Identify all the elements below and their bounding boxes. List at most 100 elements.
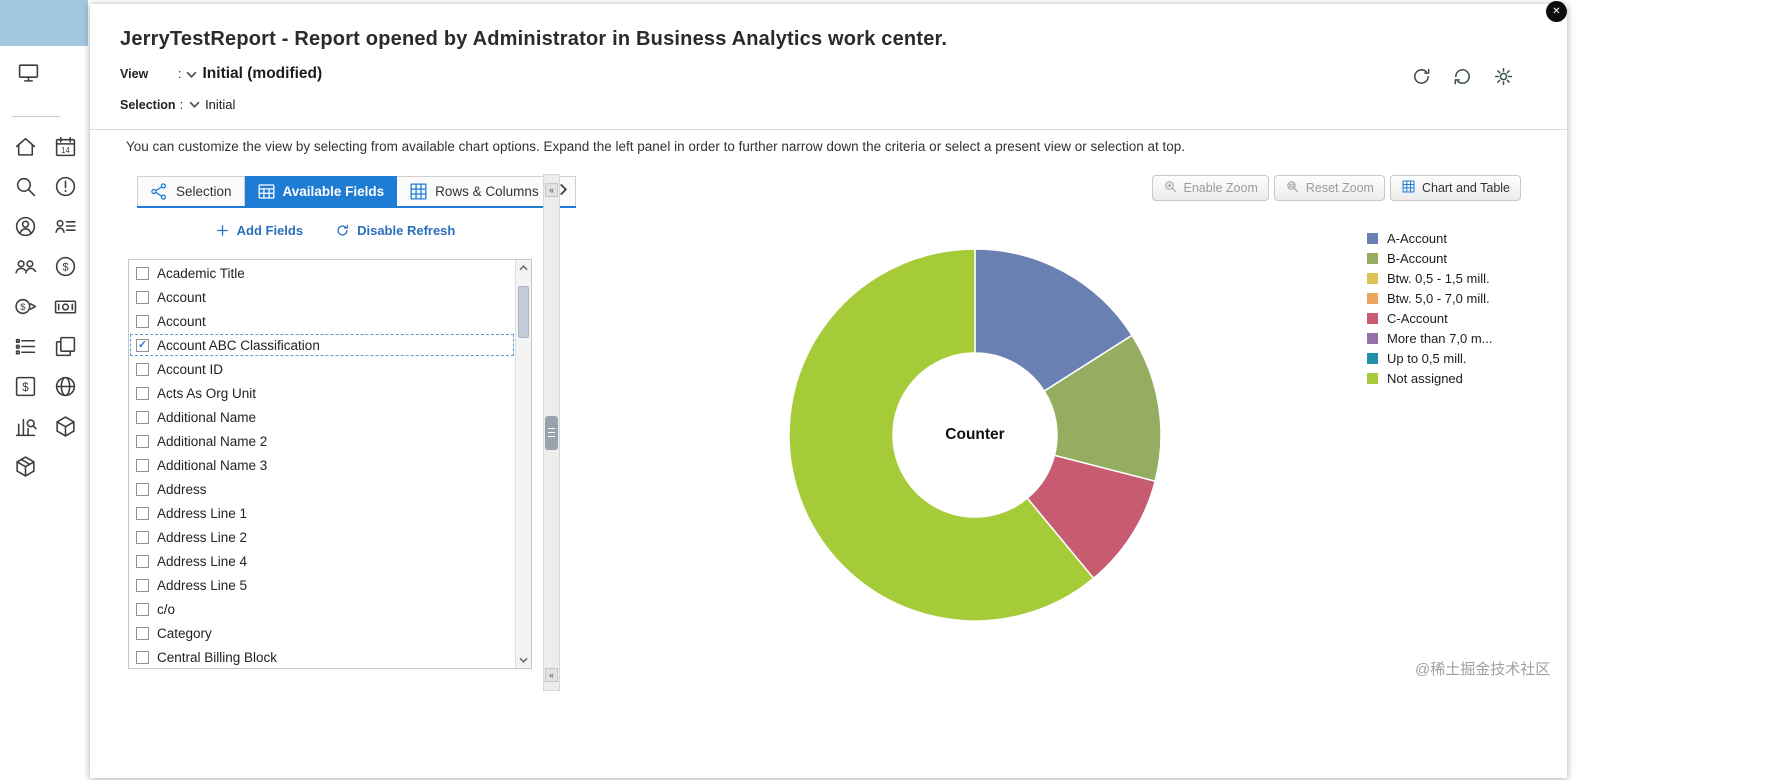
scroll-up-button[interactable] <box>516 260 531 276</box>
field-row[interactable]: Academic Title <box>129 261 515 285</box>
legend-item[interactable]: Not assigned <box>1367 368 1493 388</box>
field-checkbox[interactable] <box>136 290 149 304</box>
scroll-down-button[interactable] <box>516 652 531 668</box>
field-label: Address Line 2 <box>157 529 248 545</box>
people-icon[interactable] <box>11 252 39 280</box>
field-row[interactable]: Additional Name 2 <box>129 429 515 453</box>
field-label: Address Line 1 <box>157 505 248 521</box>
field-checkbox[interactable] <box>136 602 149 616</box>
tab-available-fields[interactable]: Available Fields <box>244 176 398 206</box>
money-circle-icon[interactable]: $ <box>51 252 79 280</box>
field-checkbox[interactable] <box>136 530 149 544</box>
home-icon[interactable] <box>11 132 39 160</box>
app-sidebar: 14 $ $ $ <box>0 0 88 780</box>
list-icon[interactable] <box>11 332 39 360</box>
field-row[interactable]: ✓ Account ABC Classification <box>129 333 515 357</box>
monitor-icon[interactable] <box>14 58 42 86</box>
field-row[interactable]: Acts As Org Unit <box>129 381 515 405</box>
collapse-panel-bottom-button[interactable]: « <box>545 668 558 682</box>
legend-item[interactable]: Btw. 5,0 - 7,0 mill. <box>1367 288 1493 308</box>
close-button[interactable]: ✕ <box>1546 1 1567 22</box>
field-row[interactable]: Additional Name 3 <box>129 453 515 477</box>
field-row[interactable]: Account ID <box>129 357 515 381</box>
globe-icon[interactable] <box>51 372 79 400</box>
legend-item[interactable]: Btw. 0,5 - 1,5 mill. <box>1367 268 1493 288</box>
field-row[interactable]: Address Line 2 <box>129 525 515 549</box>
field-checkbox[interactable] <box>136 626 149 640</box>
pie-segment-b-account[interactable]: B-Account <box>1043 334 1162 483</box>
field-row[interactable]: Address Line 4 <box>129 549 515 573</box>
field-checkbox[interactable] <box>136 434 149 448</box>
field-checkbox[interactable] <box>136 578 149 592</box>
field-checkbox[interactable] <box>136 650 149 664</box>
field-label: Additional Name <box>157 409 257 425</box>
field-checkbox[interactable] <box>136 410 149 424</box>
collapse-panel-top-button[interactable]: « <box>545 183 558 197</box>
field-checkbox[interactable] <box>136 554 149 568</box>
legend-swatch <box>1367 272 1378 284</box>
pie-segment-a-account[interactable]: A-Account <box>974 248 1134 393</box>
field-row[interactable]: Address Line 5 <box>129 573 515 597</box>
package-icon[interactable] <box>11 452 39 480</box>
money-transfer-icon[interactable]: $ <box>11 292 39 320</box>
pages-icon[interactable] <box>51 332 79 360</box>
legend-item[interactable]: C-Account <box>1367 308 1493 328</box>
selection-tab-icon <box>150 182 169 201</box>
field-row[interactable]: Additional Name <box>129 405 515 429</box>
splitter-grip[interactable] <box>545 415 558 450</box>
chart-search-icon[interactable] <box>11 412 39 440</box>
field-checkbox[interactable] <box>136 482 149 496</box>
legend-item[interactable]: Up to 0,5 mill. <box>1367 348 1493 368</box>
field-checkbox[interactable] <box>136 458 149 472</box>
settings-icon[interactable] <box>1493 66 1515 88</box>
person-icon[interactable] <box>11 212 39 240</box>
field-checkbox[interactable] <box>136 266 149 280</box>
field-row[interactable]: c/o <box>129 597 515 621</box>
table-icon <box>257 182 276 201</box>
field-checkbox[interactable] <box>136 386 149 400</box>
tab-rows-columns[interactable]: Rows & Columns <box>397 176 552 206</box>
field-checkbox[interactable] <box>136 362 149 376</box>
chart-and-table-button[interactable]: Chart and Table <box>1389 175 1521 201</box>
selection-value[interactable]: Initial <box>205 97 236 112</box>
view-value[interactable]: Initial (modified) <box>202 65 323 82</box>
selection-dropdown-chevron-icon[interactable] <box>189 101 200 108</box>
legend-item[interactable]: B-Account <box>1367 248 1493 268</box>
fields-scrollbar[interactable] <box>515 260 531 668</box>
add-fields-button[interactable]: Add Fields <box>215 223 303 238</box>
tab-selection[interactable]: Selection <box>137 176 245 206</box>
field-row[interactable]: Address <box>129 477 515 501</box>
reset-zoom-icon <box>1285 179 1300 197</box>
page-title: JerryTestReport - Report opened by Admin… <box>120 28 948 50</box>
view-dropdown-chevron-icon[interactable] <box>186 71 198 78</box>
refresh-back-icon[interactable] <box>1452 66 1474 88</box>
person-list-icon[interactable] <box>51 212 79 240</box>
field-row[interactable]: Category <box>129 621 515 645</box>
field-label: Account <box>157 313 206 329</box>
workcenter-color-block <box>0 0 88 46</box>
panel-splitter[interactable]: « « <box>543 174 560 691</box>
selection-row: Selection : Initial <box>120 97 235 112</box>
refresh-icon[interactable] <box>1411 66 1433 88</box>
scrollbar-thumb[interactable] <box>518 286 529 338</box>
reset-zoom-button[interactable]: Reset Zoom <box>1273 175 1385 201</box>
field-row[interactable]: Account <box>129 285 515 309</box>
field-checkbox[interactable] <box>136 314 149 328</box>
search-icon[interactable] <box>11 172 39 200</box>
field-row[interactable]: Account <box>129 309 515 333</box>
legend-item[interactable]: A-Account <box>1367 228 1493 248</box>
enable-zoom-button[interactable]: Enable Zoom <box>1151 175 1269 201</box>
field-row[interactable]: Central Billing Block <box>129 645 515 668</box>
field-row[interactable]: Address Line 1 <box>129 501 515 525</box>
disable-refresh-button[interactable]: Disable Refresh <box>335 223 455 238</box>
field-checkbox[interactable] <box>136 506 149 520</box>
pie-segment-not-assigned[interactable]: Not assigned <box>788 248 1095 622</box>
legend-item[interactable]: More than 7,0 m... <box>1367 328 1493 348</box>
calendar-icon[interactable]: 14 <box>51 132 79 160</box>
alert-icon[interactable] <box>51 172 79 200</box>
dollar-box-icon[interactable]: $ <box>11 372 39 400</box>
cube-icon[interactable] <box>51 412 79 440</box>
banknote-icon[interactable] <box>51 292 79 320</box>
field-checkbox[interactable]: ✓ <box>136 338 149 352</box>
